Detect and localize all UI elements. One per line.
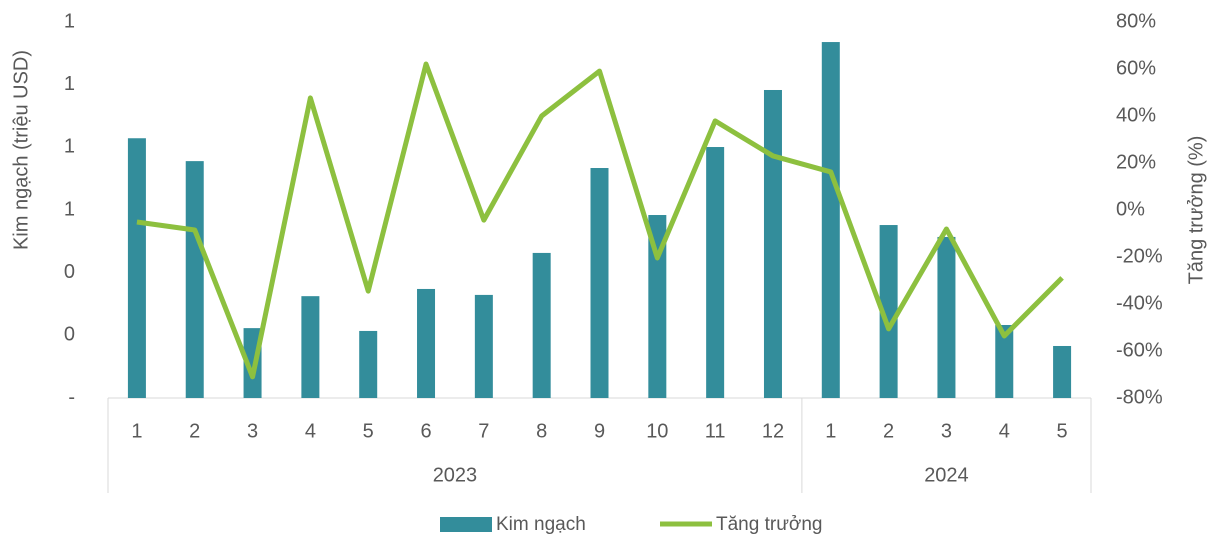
y-tick-label: 1 bbox=[64, 10, 75, 32]
x-tick-label: 10 bbox=[646, 420, 668, 442]
bar bbox=[995, 324, 1014, 398]
x-tick-label: 3 bbox=[941, 420, 952, 442]
bar bbox=[763, 89, 782, 398]
y2-tick-label: -40% bbox=[1116, 292, 1163, 314]
y2-axis-title: Tăng trưởng (%) bbox=[1185, 136, 1207, 285]
x-tick-label: 9 bbox=[594, 420, 605, 442]
y2-tick-label: -60% bbox=[1116, 339, 1163, 361]
group-label: 2023 bbox=[433, 464, 478, 486]
bar bbox=[301, 296, 320, 398]
legend-label: Kim ngạch bbox=[496, 514, 586, 535]
legend-label: Tăng trưởng bbox=[716, 514, 823, 535]
bar bbox=[821, 42, 840, 398]
x-tick-label: 2 bbox=[883, 420, 894, 442]
line bbox=[136, 61, 1064, 380]
bar bbox=[359, 330, 378, 398]
bar bbox=[127, 138, 146, 398]
group-label: 2024 bbox=[924, 464, 969, 486]
y2-tick-label: 80% bbox=[1116, 10, 1156, 32]
bar bbox=[937, 236, 956, 398]
bar bbox=[706, 147, 725, 398]
bar bbox=[532, 252, 551, 398]
bar bbox=[879, 225, 898, 398]
x-tick-label: 6 bbox=[420, 420, 431, 442]
y-tick-label: 1 bbox=[64, 136, 75, 158]
bar bbox=[417, 288, 436, 398]
x-tick-label: 4 bbox=[999, 420, 1010, 442]
x-tick-label: 11 bbox=[705, 420, 726, 442]
y2-tick-label: 60% bbox=[1116, 57, 1156, 79]
x-tick-label: 1 bbox=[825, 420, 836, 442]
y-tick-label: - bbox=[68, 386, 75, 408]
y-tick-label: 0 bbox=[64, 324, 75, 346]
x-tick-label: 3 bbox=[247, 420, 258, 442]
x-tick-label: 12 bbox=[762, 420, 784, 442]
y2-tick-label: 40% bbox=[1116, 104, 1156, 126]
x-tick-label: 5 bbox=[1057, 420, 1068, 442]
y-tick-label: 1 bbox=[64, 73, 75, 95]
y-tick-label: 1 bbox=[64, 198, 75, 220]
bar bbox=[590, 168, 609, 398]
x-tick-label: 8 bbox=[536, 420, 547, 442]
y-axis-title: Kim ngạch (triệu USD) bbox=[10, 50, 32, 250]
y2-tick-label: -80% bbox=[1116, 386, 1163, 408]
bar bbox=[648, 215, 667, 398]
legend-swatch bbox=[440, 517, 492, 532]
bar bbox=[474, 294, 493, 398]
bar bbox=[1053, 345, 1072, 398]
y2-tick-label: -20% bbox=[1116, 245, 1163, 267]
x-tick-label: 5 bbox=[363, 420, 374, 442]
x-tick-label: 7 bbox=[478, 420, 489, 442]
bar bbox=[185, 161, 204, 398]
y2-tick-label: 0% bbox=[1116, 198, 1145, 220]
x-tick-label: 2 bbox=[189, 420, 200, 442]
y2-tick-label: 20% bbox=[1116, 151, 1156, 173]
x-tick-label: 1 bbox=[131, 420, 142, 442]
x-tick-label: 4 bbox=[305, 420, 316, 442]
y-tick-label: 0 bbox=[64, 261, 75, 283]
